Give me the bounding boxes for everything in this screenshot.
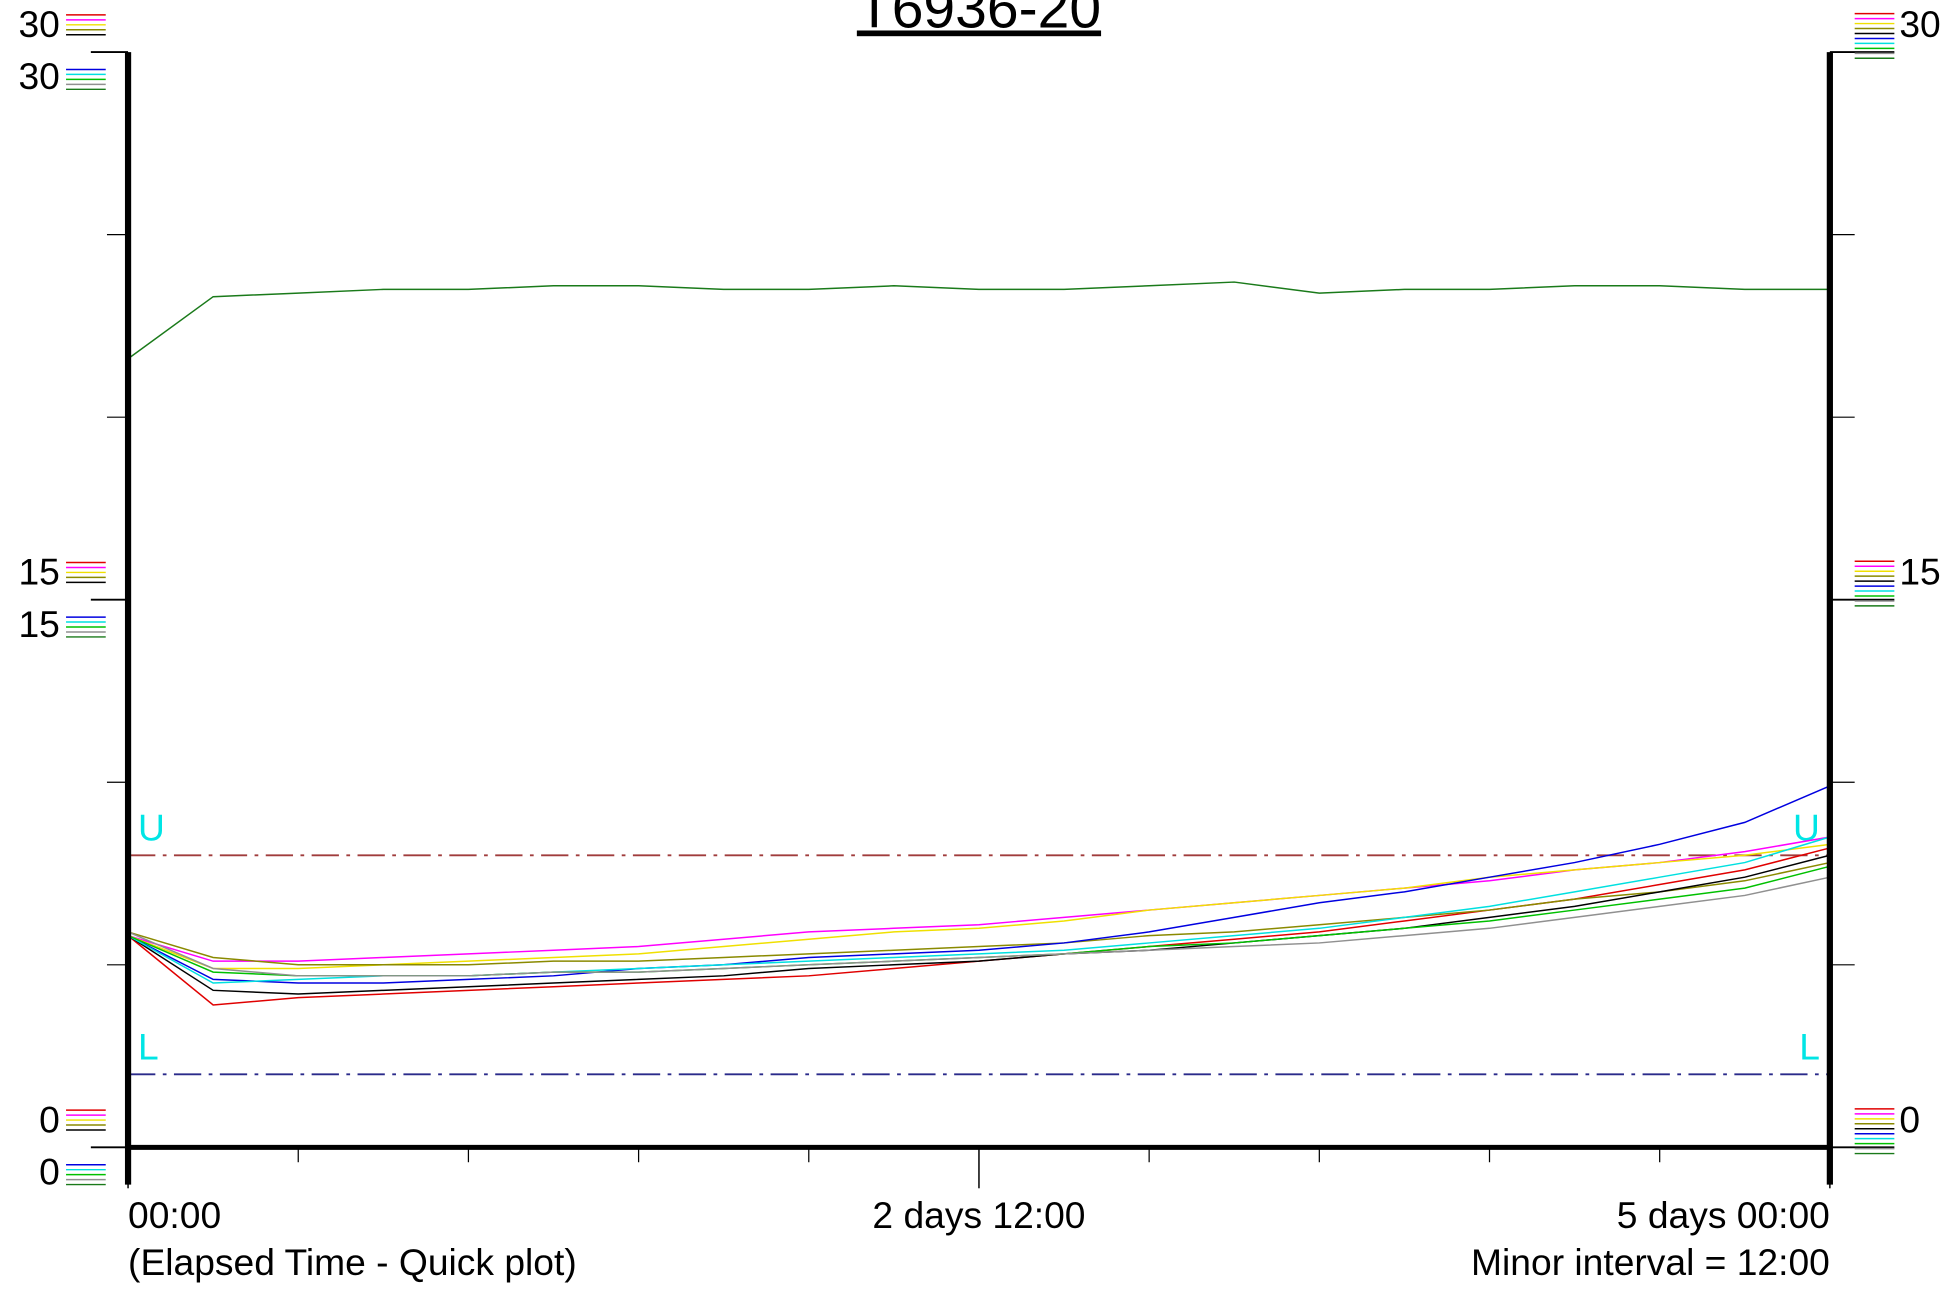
x-axis-label: (Elapsed Time - Quick plot) xyxy=(128,1241,577,1283)
chart-title: T6936-20 xyxy=(857,0,1101,40)
limit-label: L xyxy=(1799,1025,1820,1067)
x-tick-label: 2 days 12:00 xyxy=(872,1194,1085,1236)
series-line xyxy=(127,785,1831,984)
series-line xyxy=(127,281,1830,360)
series-line xyxy=(127,854,1831,995)
y-tick-label: 30 xyxy=(18,55,59,97)
series-line xyxy=(127,836,1830,962)
x-tick-label: 5 days 00:00 xyxy=(1617,1194,1830,1236)
y-tick-label: 0 xyxy=(1899,1098,1920,1140)
y-tick-label: 0 xyxy=(39,1098,60,1140)
x-tick-label: 00:00 xyxy=(128,1194,221,1236)
y-tick-label: 0 xyxy=(39,1150,60,1192)
limit-label: L xyxy=(138,1025,159,1067)
series-line xyxy=(127,865,1831,977)
limit-label: U xyxy=(138,806,165,848)
series-line xyxy=(127,843,1830,970)
annotation: Minor interval = 12:00 xyxy=(1471,1241,1830,1283)
y-tick-label: 15 xyxy=(1899,551,1940,593)
y-tick-label: 15 xyxy=(18,603,59,645)
y-tick-label: 30 xyxy=(1899,3,1940,45)
y-tick-label: 30 xyxy=(18,3,59,45)
series-line xyxy=(127,876,1831,977)
y-tick-label: 15 xyxy=(18,551,59,593)
series-line xyxy=(127,847,1831,1006)
series-line xyxy=(127,861,1831,966)
